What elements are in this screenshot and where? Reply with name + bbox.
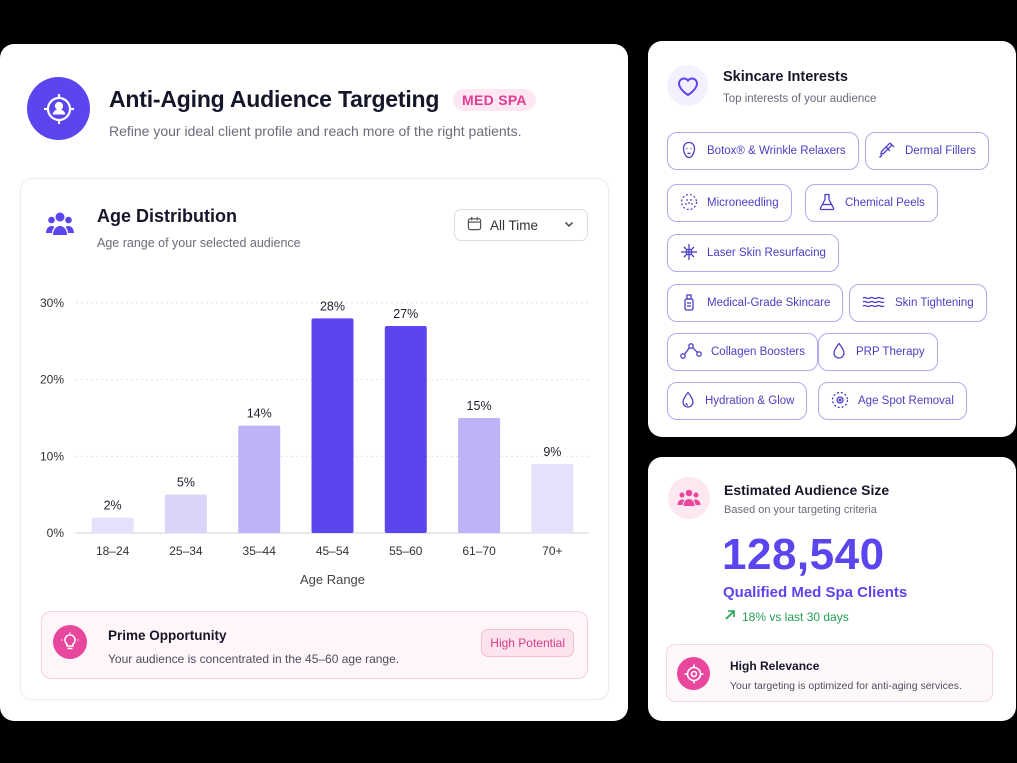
chip-prp-therapy[interactable]: PRP Therapy	[818, 333, 938, 371]
flask-icon	[818, 193, 836, 214]
lightbulb-icon	[53, 625, 87, 659]
chip-label: Microneedling	[707, 197, 779, 209]
x-tick-label: 70+	[542, 544, 562, 558]
chip-dermal-fillers[interactable]: Dermal Fillers	[865, 132, 989, 170]
bar-45–54	[311, 318, 354, 533]
interests-subtitle: Top interests of your audience	[723, 93, 877, 105]
audience-count-label: Qualified Med Spa Clients	[723, 584, 908, 601]
bar-value-label: 28%	[320, 299, 345, 313]
bar-value-label: 9%	[543, 445, 561, 459]
age-distribution-subtitle: Age range of your selected audience	[97, 236, 301, 250]
chip-medical-grade-skincare[interactable]: Medical-Grade Skincare	[667, 284, 844, 322]
audience-size-card: Estimated Audience Size Based on your ta…	[648, 457, 1016, 721]
chevron-down-icon	[563, 218, 575, 233]
y-tick-label: 30%	[40, 296, 64, 310]
chip-label: Medical-Grade Skincare	[707, 297, 831, 309]
chip-label: PRP Therapy	[856, 346, 925, 358]
chip-chemical-peels[interactable]: Chemical Peels	[805, 184, 938, 222]
x-tick-label: 35–44	[243, 544, 277, 558]
chip-microneedling[interactable]: Microneedling	[667, 184, 792, 222]
relevance-text: Your targeting is optimized for anti-agi…	[730, 680, 962, 692]
bar-35–44	[238, 425, 281, 533]
x-tick-label: 25–34	[169, 544, 203, 558]
chip-skin-tightening[interactable]: Skin Tightening	[849, 284, 987, 322]
water-drop-icon	[680, 390, 696, 412]
syringe-icon	[878, 141, 896, 162]
opportunity-title: Prime Opportunity	[108, 628, 227, 643]
bar-value-label: 5%	[177, 476, 195, 490]
y-tick-label: 0%	[47, 526, 65, 540]
bar-value-label: 14%	[247, 407, 272, 421]
bar-value-label: 15%	[467, 399, 492, 413]
chip-label: Skin Tightening	[895, 297, 974, 309]
x-tick-label: 55–60	[389, 544, 423, 558]
bar-55–60	[384, 326, 427, 533]
chip-laser-resurfacing[interactable]: Laser Skin Resurfacing	[667, 234, 839, 272]
x-tick-label: 45–54	[316, 544, 350, 558]
laser-icon	[680, 243, 698, 264]
audience-title: Estimated Audience Size	[724, 482, 890, 498]
page-subtitle: Refine your ideal client profile and rea…	[109, 123, 522, 139]
trend-text: 18% vs last 30 days	[742, 609, 849, 624]
y-tick-label: 10%	[40, 449, 64, 463]
audience-subtitle: Based on your targeting criteria	[724, 504, 877, 516]
audience-trend: 18% vs last 30 days	[724, 609, 849, 624]
opportunity-text: Your audience is concentrated in the 45–…	[108, 652, 400, 666]
x-tick-label: 61–70	[462, 544, 496, 558]
x-axis-label: Age Range	[300, 572, 365, 587]
time-range-value: All Time	[490, 217, 539, 233]
x-tick-label: 18–24	[96, 544, 130, 558]
relevance-title: High Relevance	[730, 659, 820, 673]
users-icon	[45, 209, 75, 244]
time-range-dropdown[interactable]: All Time	[454, 209, 588, 241]
chip-label: Laser Skin Resurfacing	[707, 247, 826, 259]
age-bar-chart: 0% 10% 20% 30% 2% 18–24 5% 25–34 14% 35–44 28% 45–5…	[40, 296, 589, 587]
target-user-icon	[27, 77, 90, 140]
high-potential-badge: High Potential	[481, 629, 574, 657]
med-spa-badge: MED SPA	[453, 89, 536, 111]
bar-61–70	[458, 418, 501, 533]
page-title: Anti-Aging Audience Targeting	[109, 86, 440, 112]
chip-label: Chemical Peels	[845, 197, 925, 209]
group-icon	[668, 477, 710, 519]
waves-icon	[862, 294, 886, 313]
chip-collagen-boosters[interactable]: Collagen Boosters	[667, 333, 818, 371]
bar-18–24	[91, 517, 134, 533]
bar-25–34	[164, 494, 207, 533]
target-icon	[677, 657, 710, 690]
chip-label: Botox® & Wrinkle Relaxers	[707, 145, 846, 157]
chip-age-spot-removal[interactable]: Age Spot Removal	[818, 382, 967, 420]
bottle-icon	[680, 293, 698, 314]
skincare-interests-card: Skincare Interests Top interests of your…	[648, 41, 1016, 437]
spot-target-icon	[831, 391, 849, 412]
heart-icon	[667, 65, 708, 106]
chip-hydration-glow[interactable]: Hydration & Glow	[667, 382, 808, 420]
chip-botox[interactable]: Botox® & Wrinkle Relaxers	[667, 132, 859, 170]
calendar-icon	[467, 216, 482, 234]
microneedle-icon	[680, 193, 698, 214]
drop-icon	[831, 341, 847, 363]
chip-label: Dermal Fillers	[905, 145, 976, 157]
high-relevance-callout: High Relevance Your targeting is optimiz…	[666, 644, 993, 702]
chip-label: Hydration & Glow	[705, 395, 795, 407]
interests-title: Skincare Interests	[723, 69, 848, 85]
age-distribution-title: Age Distribution	[97, 206, 237, 226]
bar-70+	[531, 464, 574, 533]
prime-opportunity-callout: Prime Opportunity Your audience is conce…	[41, 611, 588, 679]
trend-up-icon	[724, 609, 736, 624]
face-icon	[680, 141, 698, 162]
bar-value-label: 27%	[393, 307, 418, 321]
molecule-icon	[680, 342, 702, 363]
audience-count: 128,540	[722, 530, 885, 579]
chip-label: Age Spot Removal	[858, 395, 954, 407]
bar-value-label: 2%	[104, 499, 122, 513]
chip-label: Collagen Boosters	[711, 346, 805, 358]
age-distribution-panel: Age Distribution Age range of your selec…	[20, 178, 609, 700]
age-targeting-card: Anti-Aging Audience Targeting MED SPA Re…	[0, 44, 628, 721]
y-tick-label: 20%	[40, 373, 64, 387]
